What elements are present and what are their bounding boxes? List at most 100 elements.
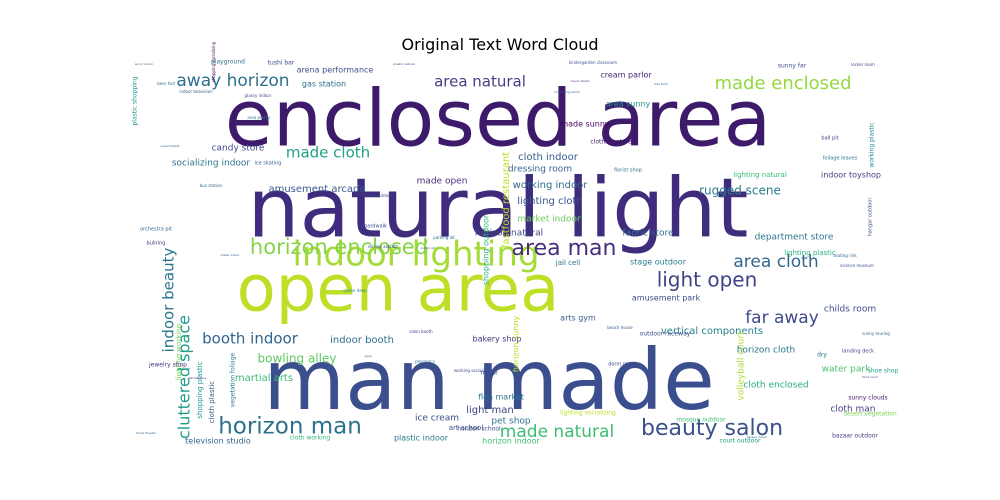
word-3: open area [237, 253, 560, 327]
word-9: light open [657, 268, 758, 292]
word-127: supermarket [160, 144, 180, 148]
word-126: metal indoor [220, 253, 240, 257]
word-95: bullring [147, 241, 166, 247]
word-88: playground [211, 59, 245, 66]
word-69: clothing store [590, 139, 631, 146]
word-70: volleyball court [737, 331, 747, 401]
word-121: wood indoor [135, 62, 154, 66]
word-107: ocean deep [343, 288, 367, 293]
word-54: bakery shop [472, 335, 521, 344]
word-92: hangar outdoor [868, 197, 874, 237]
word-40: water park [822, 365, 871, 375]
word-119: tree farm [654, 82, 668, 86]
word-57: amusement park [632, 294, 701, 303]
word-19: cluttered space [175, 315, 194, 439]
word-101: church outdoor [362, 193, 393, 198]
word-53: indoor toyshop [821, 171, 881, 180]
word-75: dry [817, 352, 827, 359]
word-100: locker room [851, 62, 875, 67]
word-84: vegetation foliage [230, 352, 237, 407]
word-115: working socializing [454, 368, 492, 373]
word-62: horizon sunny [512, 316, 521, 373]
word-50: made sunny [560, 120, 610, 129]
word-124: aged [364, 354, 372, 358]
word-20: bowling alley [258, 352, 337, 366]
word-37: department store [755, 233, 834, 243]
word-28: vertical components [661, 326, 763, 337]
word-93: landing deck [842, 349, 874, 355]
word-60: fastfood restaurant [501, 152, 512, 248]
word-74: metal [480, 370, 498, 377]
word-45: television studio [185, 437, 251, 446]
word-59: lighting natural [733, 171, 787, 179]
word-2: man made [263, 331, 715, 429]
word-0: enclosed area [225, 74, 772, 164]
word-87: tushi bar [268, 60, 295, 67]
word-26: cloth indoor [518, 152, 579, 163]
word-64: cloth plastic [208, 381, 216, 423]
word-48: cream parlor [600, 71, 652, 80]
word-118: area plastic [247, 115, 270, 120]
word-36: fabric store [622, 229, 674, 239]
word-11: area cloth [733, 252, 818, 272]
word-61: shopping outdoor [482, 214, 491, 285]
word-72: mosque outdoor [676, 417, 726, 424]
word-94: orchestra pit [140, 227, 172, 233]
word-114: beer hall [157, 81, 175, 86]
word-38: childs room [824, 305, 876, 315]
chart-title: Original Text Word Cloud [401, 35, 599, 54]
word-81: cloth working [290, 435, 331, 442]
word-27: working indoor [513, 180, 589, 191]
word-16: made cloth [286, 144, 370, 162]
word-25: lighting cloth [517, 196, 582, 207]
word-4: indoor lighting [293, 235, 540, 275]
word-131: food court [862, 375, 878, 379]
word-90: ball pit [821, 136, 838, 142]
word-47: horizon indoor [482, 437, 540, 446]
word-111: sunny touring [862, 331, 890, 336]
word-35: horizon natural [475, 229, 543, 239]
word-49: area sunny [606, 100, 651, 109]
word-6: horizon man [218, 414, 362, 440]
word-79: bazaar outdoor [832, 433, 878, 440]
word-23: indoor booth [330, 335, 394, 346]
word-5: horizon enclosed [250, 235, 428, 259]
word-29: amusement arcade [268, 184, 365, 195]
word-130: garage indoor [746, 435, 768, 439]
word-86: sunny far [778, 63, 807, 70]
word-80: lighting socializing [560, 410, 616, 417]
word-68: lighting plastic [784, 249, 836, 257]
word-98: florist shop [614, 168, 642, 174]
word-77: sunny clouds [848, 395, 887, 402]
word-22: martial arts [235, 373, 293, 384]
word-123: plastic natural [393, 62, 415, 66]
word-91: foliage leaves [823, 156, 858, 162]
word-46: plastic indoor [394, 434, 449, 443]
word-89: working plastic [869, 122, 876, 167]
word-85: plastic shopping [132, 76, 139, 125]
word-63: shopping plastic [196, 361, 204, 418]
word-12: far away [745, 308, 819, 328]
word-66: art school [449, 424, 484, 432]
word-21: rugged scene [699, 184, 781, 198]
word-125: discotheque [188, 376, 207, 380]
word-76: shoe shop [868, 368, 899, 375]
word-34: market indoor [517, 215, 581, 225]
word-32: dressing room [508, 165, 572, 175]
word-8: area man [512, 236, 617, 261]
word-7: beauty salon [641, 416, 783, 441]
word-17: booth indoor [202, 330, 299, 348]
word-31: candy store [212, 144, 265, 154]
word-24: light man [466, 405, 514, 416]
word-55: arts gym [560, 314, 596, 323]
word-106: pharmacy [415, 359, 436, 364]
word-39: horizon cloth [737, 346, 795, 356]
word-113: kindergarden classroom [569, 60, 617, 65]
word-43: ice cream [415, 414, 459, 424]
word-42: cloth man [830, 405, 875, 415]
word-71: outdoor raceway [640, 331, 691, 338]
word-73: court outdoor [720, 438, 761, 445]
word-30: socializing indoor [172, 159, 251, 169]
word-105: salon booth [409, 329, 433, 334]
word-102: parking lot [433, 235, 455, 240]
